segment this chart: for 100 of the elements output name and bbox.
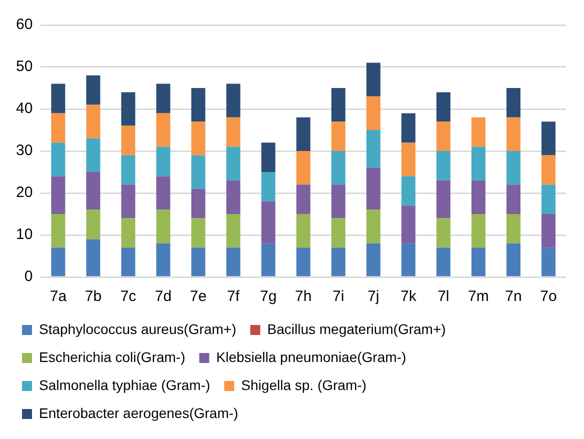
bar [121, 184, 136, 218]
bar [541, 248, 556, 276]
bar [401, 113, 416, 143]
bar [51, 142, 66, 176]
bar [331, 151, 346, 185]
x-tick-label: 7m [468, 288, 489, 306]
bar [226, 180, 240, 214]
y-tick-label: 60 [16, 16, 33, 34]
y-tick-label: 10 [16, 226, 33, 244]
bar [51, 176, 66, 214]
legend-label: Salmonella typhiae (Gram-) [39, 376, 210, 393]
legend-label: Klebsiella pneumoniae(Gram-) [216, 348, 406, 365]
bar [541, 214, 556, 248]
bar [156, 113, 170, 147]
bar [51, 113, 66, 143]
y-tick-label: 30 [16, 142, 33, 160]
bar [331, 88, 346, 122]
bar [366, 168, 380, 210]
bar [436, 122, 450, 151]
x-tick-label: 7a [50, 288, 68, 306]
bar [401, 243, 416, 276]
bar [86, 210, 100, 240]
legend-label: Escherichia coli(Gram-) [39, 348, 186, 365]
y-tick-label: 40 [16, 100, 33, 118]
bar [226, 146, 240, 180]
bar [86, 239, 100, 276]
y-tick-label: 0 [24, 268, 33, 286]
bar [296, 184, 310, 214]
bar [471, 117, 486, 147]
legend-label: Enterobacter aerogenes(Gram-) [39, 404, 238, 421]
bar [506, 151, 520, 185]
x-tick-label: 7i [332, 288, 344, 306]
bar [156, 176, 170, 210]
bar [191, 155, 206, 189]
bar [401, 206, 416, 244]
bar [191, 248, 206, 276]
bar [331, 248, 346, 276]
bar [296, 151, 310, 185]
bar [156, 84, 170, 114]
bar [261, 172, 276, 202]
x-tick-label: 7c [120, 288, 137, 306]
bar [506, 214, 520, 244]
x-tick-label: 7k [400, 288, 417, 306]
x-tick-label: 7j [368, 288, 380, 306]
bar [191, 88, 206, 122]
bar [506, 117, 520, 151]
bar [471, 146, 486, 180]
legend-label: Staphylococcus aureus(Gram+) [39, 320, 236, 337]
bar [191, 188, 206, 218]
bar [436, 92, 450, 122]
bar [471, 248, 486, 276]
bar [121, 218, 136, 248]
bar [261, 243, 276, 276]
bar [121, 92, 136, 126]
y-tick-label: 50 [16, 58, 33, 76]
bar [156, 210, 170, 244]
bar [471, 180, 486, 214]
bar [121, 248, 136, 276]
bar [261, 201, 276, 244]
bar [331, 184, 346, 218]
bar [51, 84, 66, 114]
legend-label: Bacillus megaterium(Gram+) [267, 320, 446, 337]
bar [226, 84, 240, 118]
x-tick-label: 7n [505, 288, 522, 306]
bar [331, 218, 346, 248]
legend-label: Shigella sp. (Gram-) [241, 376, 366, 393]
bar [51, 214, 66, 248]
bar [366, 243, 380, 276]
bar [506, 184, 520, 214]
bar [156, 243, 170, 276]
bar [121, 126, 136, 156]
x-tick-label: 7h [295, 288, 312, 306]
bar [506, 88, 520, 118]
bar [366, 96, 380, 130]
bar [366, 62, 380, 96]
bar [261, 142, 276, 172]
bar [401, 142, 416, 176]
bar [541, 155, 556, 185]
bar [86, 75, 100, 105]
x-tick-label: 7d [154, 288, 172, 306]
bar [226, 214, 240, 248]
bar [366, 210, 380, 244]
bar [296, 117, 310, 151]
x-tick-label: 7g [260, 288, 277, 306]
x-tick-label: 7l [438, 288, 450, 306]
bar [51, 248, 66, 276]
bar [226, 117, 240, 147]
y-tick-label: 20 [16, 184, 33, 202]
x-tick-label: 7b [84, 288, 102, 306]
bar [436, 151, 450, 180]
bar [156, 146, 170, 176]
bar [191, 122, 206, 156]
bar [121, 155, 136, 185]
bar [86, 172, 100, 210]
bar [191, 218, 206, 248]
bar [436, 248, 450, 276]
bar [331, 122, 346, 151]
bar [296, 214, 310, 248]
bar [436, 218, 450, 248]
bar [541, 184, 556, 214]
